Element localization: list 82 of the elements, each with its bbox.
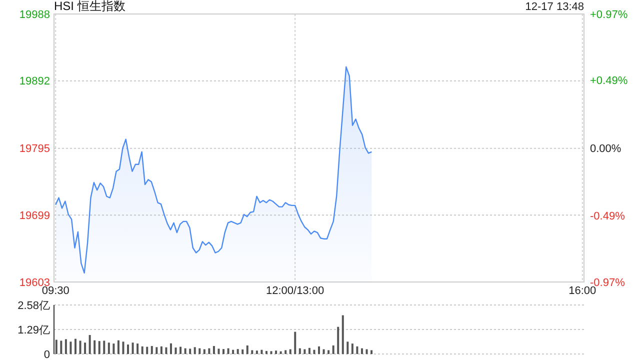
bar [64, 339, 67, 354]
bar [70, 342, 72, 354]
bar [256, 350, 258, 354]
bar [194, 347, 196, 354]
y-tick-label: 19699 [19, 210, 50, 222]
bar [98, 341, 100, 354]
bar [298, 348, 301, 354]
bar [328, 350, 330, 354]
chart-title: HSI 恒生指数 [54, 0, 126, 13]
bar [318, 346, 320, 354]
bar [103, 340, 106, 354]
bar [294, 332, 296, 354]
bar [270, 351, 272, 354]
bar [322, 349, 325, 354]
bar [246, 345, 248, 354]
chart-subtitle: 12-17 13:48 [525, 1, 584, 13]
y-tick-label: 2.58亿 [18, 300, 50, 312]
bar [265, 350, 268, 354]
bar [337, 326, 340, 354]
bar [160, 346, 162, 354]
bar [222, 349, 225, 354]
bar [275, 350, 278, 354]
bar [284, 350, 287, 354]
bar [360, 348, 363, 354]
bar [260, 350, 263, 354]
bar [208, 348, 210, 354]
bar [232, 350, 234, 354]
bar [212, 346, 215, 354]
bar [308, 348, 310, 354]
bar [122, 342, 124, 354]
bar [332, 345, 334, 354]
bar [174, 348, 177, 354]
bar [79, 340, 82, 354]
x-tick-label: 12:00/13:00 [266, 285, 324, 297]
bar [94, 340, 96, 354]
y2-tick-label: 0.00% [590, 142, 622, 155]
x-tick-label: 16:00 [568, 285, 596, 297]
bar [180, 346, 182, 354]
bar [280, 351, 282, 354]
y2-tick-label: +0.49% [590, 75, 628, 88]
bar [74, 338, 76, 354]
bar [203, 349, 206, 354]
bar [60, 340, 62, 354]
y-tick-label: 19988 [19, 8, 50, 21]
bar [218, 348, 220, 354]
bar [242, 349, 244, 354]
bar [112, 344, 115, 354]
bar [346, 342, 349, 354]
bar [342, 315, 344, 354]
bar [55, 340, 58, 354]
bar [304, 349, 306, 354]
bar [156, 347, 158, 354]
bar [189, 348, 192, 354]
bar [198, 348, 201, 354]
y-tick-label: 19795 [19, 143, 50, 156]
bar [88, 335, 91, 354]
bar [351, 344, 354, 354]
bar [146, 346, 148, 354]
y-tick-label: 1.29亿 [18, 324, 50, 336]
y2-tick-label: +0.97% [590, 8, 628, 21]
y-tick-label: 0 [44, 348, 50, 360]
bar [165, 347, 168, 354]
x-tick-label: 09:30 [42, 285, 70, 297]
bar [136, 344, 139, 354]
bar [227, 348, 230, 354]
bar [289, 349, 292, 354]
bar [108, 342, 110, 354]
bar [84, 342, 86, 354]
bar [150, 346, 153, 354]
y-tick-label: 19892 [19, 76, 50, 88]
bar [366, 349, 368, 354]
bar [370, 350, 373, 354]
bar [132, 342, 134, 354]
bar [170, 343, 172, 354]
bar [251, 350, 254, 354]
bar [141, 346, 144, 354]
bar [313, 350, 316, 354]
bar [236, 349, 239, 354]
y2-tick-label: -0.49% [590, 210, 626, 223]
bar [184, 348, 186, 354]
bar [356, 346, 358, 354]
bar [117, 340, 120, 354]
